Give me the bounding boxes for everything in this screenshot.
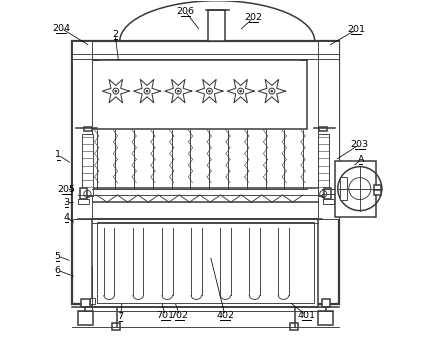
Text: 202: 202 xyxy=(245,13,262,22)
Text: 206: 206 xyxy=(176,7,194,16)
Bar xyxy=(84,127,92,131)
Bar xyxy=(319,42,339,219)
Bar xyxy=(78,188,322,202)
Bar xyxy=(72,42,339,304)
Bar xyxy=(324,188,331,199)
Bar xyxy=(78,311,93,325)
Bar xyxy=(93,219,319,307)
Circle shape xyxy=(208,90,210,92)
Circle shape xyxy=(146,90,148,92)
Text: 702: 702 xyxy=(171,311,189,320)
Text: 204: 204 xyxy=(52,24,70,33)
Bar xyxy=(80,188,87,199)
Text: 3: 3 xyxy=(63,198,70,207)
Text: 401: 401 xyxy=(298,311,315,320)
Circle shape xyxy=(271,90,273,92)
Bar xyxy=(335,161,376,217)
Text: 701: 701 xyxy=(156,311,175,320)
Text: 203: 203 xyxy=(351,140,369,149)
Text: 402: 402 xyxy=(216,311,234,320)
Circle shape xyxy=(240,90,242,92)
Bar xyxy=(374,185,381,190)
Text: 205: 205 xyxy=(58,185,76,194)
Text: 4: 4 xyxy=(63,213,70,222)
Text: A: A xyxy=(358,155,364,164)
Bar xyxy=(323,199,334,204)
Bar xyxy=(290,323,298,330)
Text: 201: 201 xyxy=(347,25,365,34)
Text: 5: 5 xyxy=(54,252,61,261)
Bar xyxy=(89,298,95,304)
Bar xyxy=(319,311,333,325)
Bar xyxy=(322,299,330,307)
Bar xyxy=(72,42,93,219)
Bar xyxy=(208,10,225,42)
Text: 2: 2 xyxy=(112,30,118,39)
Bar xyxy=(340,177,347,200)
Bar xyxy=(374,190,381,195)
Circle shape xyxy=(115,90,117,92)
Text: 1: 1 xyxy=(55,151,62,159)
Bar xyxy=(92,60,307,130)
Bar xyxy=(97,222,314,303)
Bar xyxy=(81,299,89,307)
Bar xyxy=(82,134,93,196)
Text: 7: 7 xyxy=(117,312,124,321)
Text: 6: 6 xyxy=(54,266,61,275)
Bar xyxy=(319,127,327,131)
Bar xyxy=(78,199,89,204)
Bar xyxy=(112,323,120,330)
Bar xyxy=(318,134,329,196)
Circle shape xyxy=(177,90,179,92)
